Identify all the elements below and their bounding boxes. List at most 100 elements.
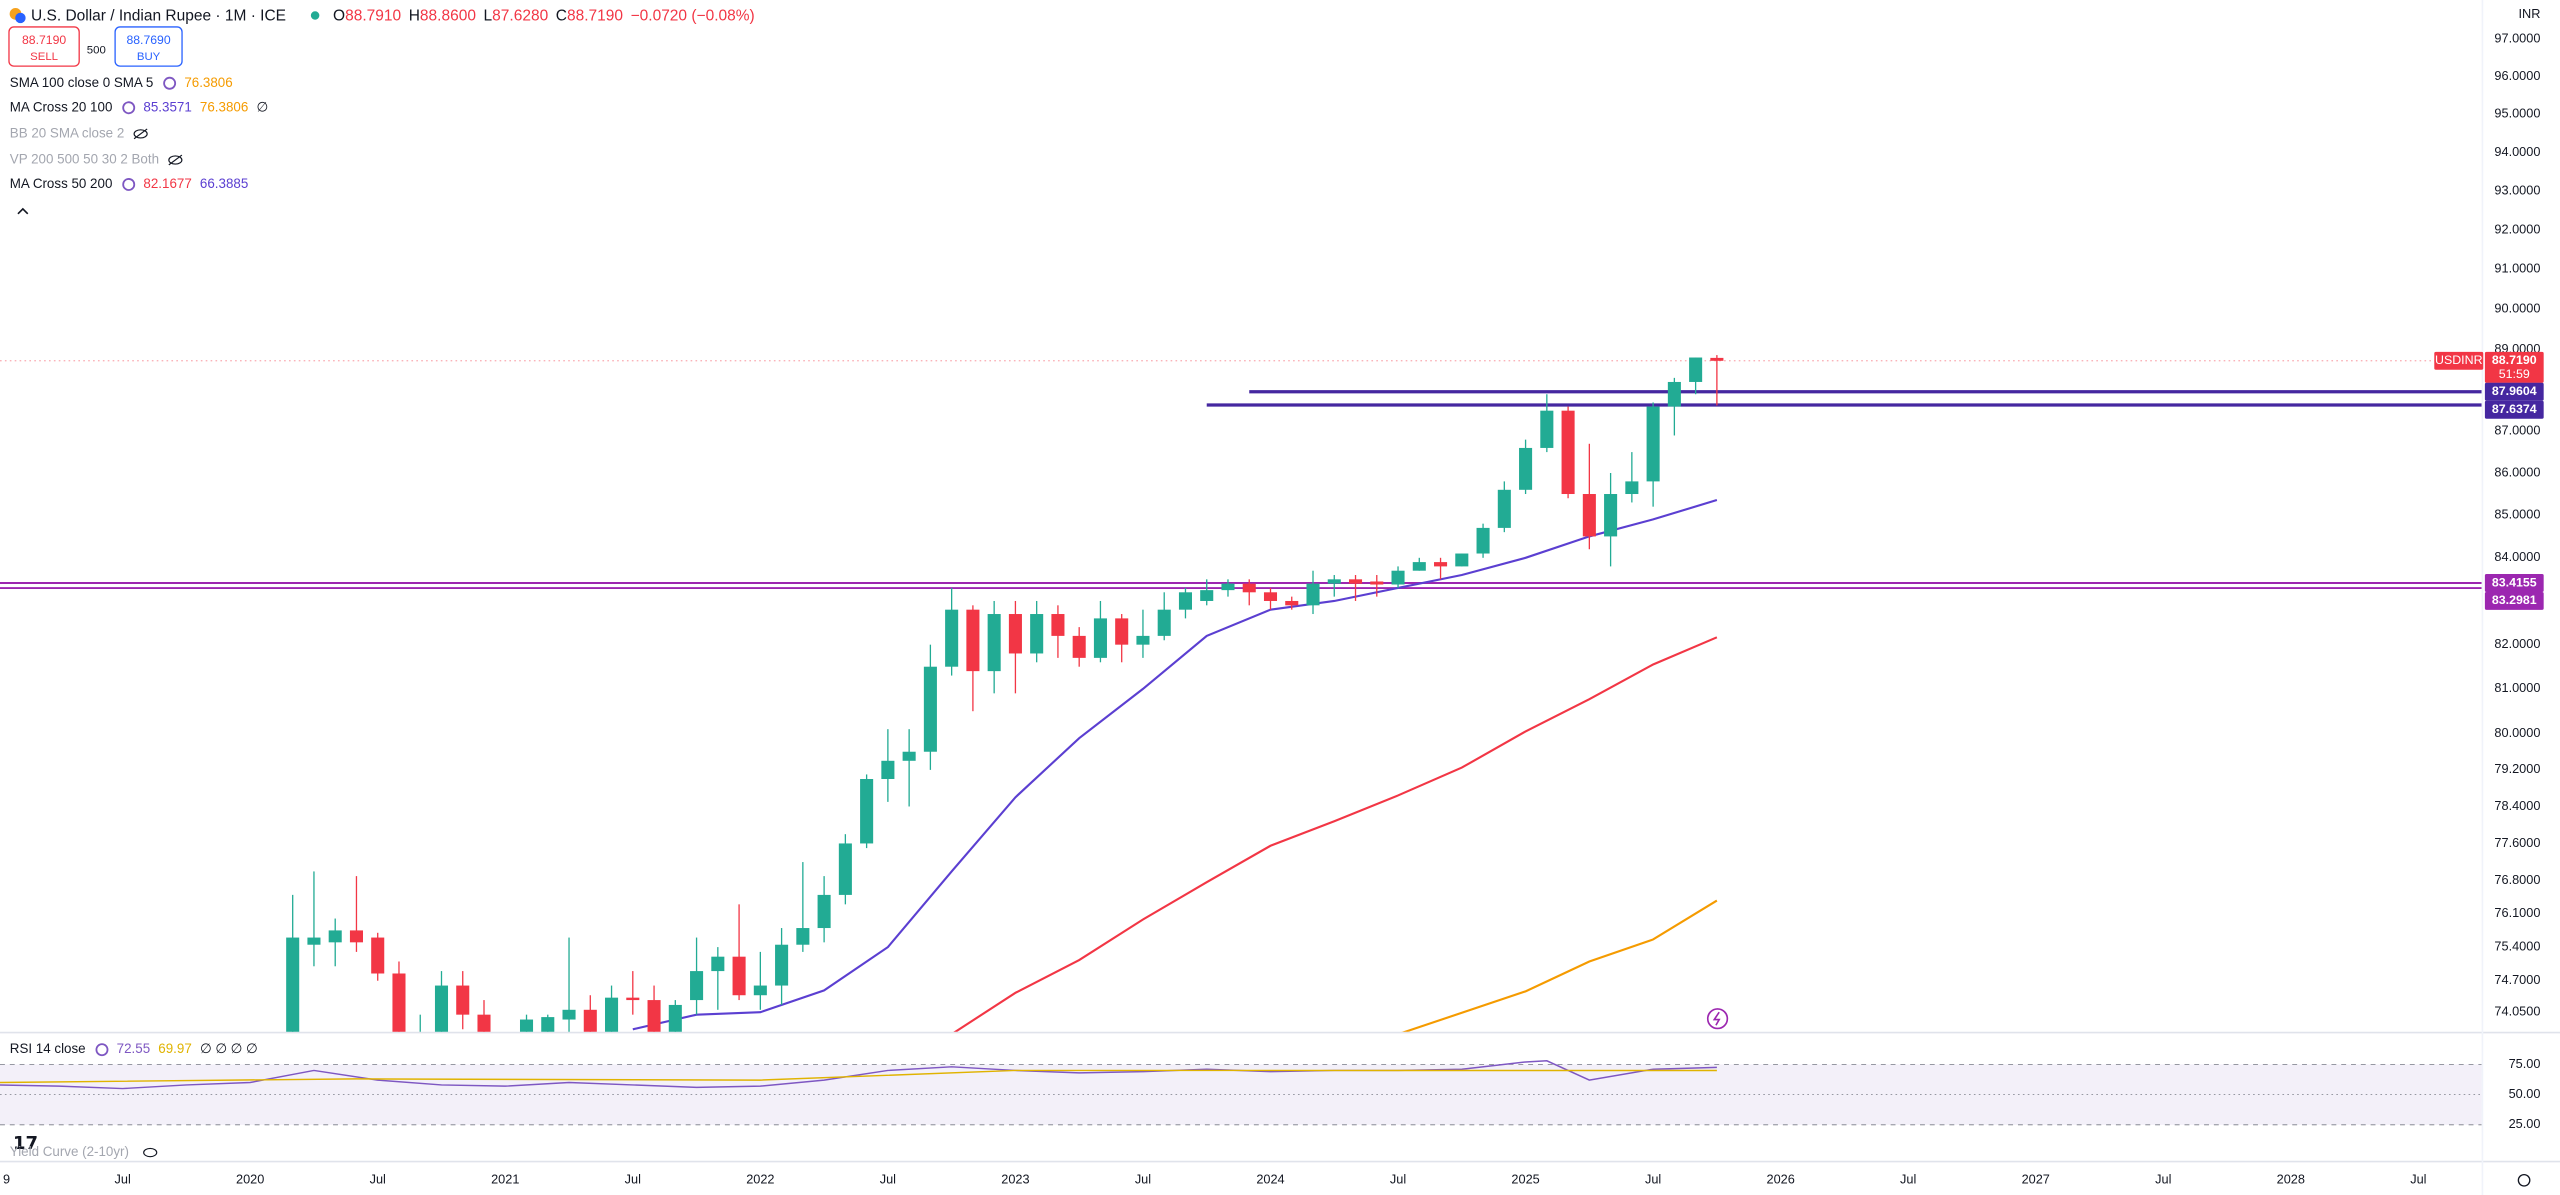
collapse-icon[interactable] xyxy=(17,207,29,215)
candle-body xyxy=(1519,447,1533,490)
candle-body xyxy=(1561,410,1575,495)
sell-price: 88.7190 xyxy=(22,33,66,47)
y-tick-label: 97.0000 xyxy=(2494,31,2540,46)
level-tag-label: 87.9604 xyxy=(2492,384,2537,398)
symbol-title[interactable]: U.S. Dollar / Indian Rupee · 1M · ICE xyxy=(31,7,286,24)
hidden-eye-icon[interactable] xyxy=(168,155,183,165)
candle-body xyxy=(1434,562,1448,567)
y-tick-label: 85.0000 xyxy=(2494,507,2540,522)
currency: INR xyxy=(2519,6,2541,21)
y-tick-label: 79.2000 xyxy=(2494,761,2540,776)
buy-price: 88.7690 xyxy=(126,33,170,47)
indicator-icon[interactable] xyxy=(163,76,177,90)
candle-body xyxy=(1604,494,1618,537)
candle-body xyxy=(1008,614,1022,654)
candle-body xyxy=(1625,481,1639,495)
y-tick-label: 76.8000 xyxy=(2494,872,2540,887)
sell-button[interactable] xyxy=(8,26,80,67)
candle-body xyxy=(647,1000,661,1032)
rsi-pane xyxy=(0,1060,2482,1126)
hidden-eye-icon[interactable] xyxy=(143,1147,158,1158)
x-tick-label: 2020 xyxy=(236,1172,264,1187)
x-tick-label: 2028 xyxy=(2277,1172,2305,1187)
indicator-name[interactable]: MA Cross 50 200 xyxy=(10,176,113,191)
indicator-icon[interactable] xyxy=(95,1043,109,1057)
level-tag xyxy=(2484,591,2544,610)
x-tick-label: 2022 xyxy=(746,1172,774,1187)
level-tag-label: 87.6374 xyxy=(2492,402,2537,416)
candle-body xyxy=(966,609,980,672)
y-tick-label: 95.0000 xyxy=(2494,106,2540,121)
candle-body xyxy=(1710,357,1724,361)
candle-body xyxy=(286,937,300,1032)
candle-body xyxy=(668,1004,682,1032)
candle-body xyxy=(1582,494,1596,537)
indicator-value: 82.1677 xyxy=(143,176,191,191)
candle-body xyxy=(456,985,470,1015)
candle-body xyxy=(371,937,385,974)
indicator-value: 76.3806 xyxy=(184,75,232,90)
level-tag xyxy=(2484,573,2544,592)
candle-body xyxy=(1030,614,1044,654)
pane-title: Yield Curve (2-10yr) xyxy=(10,1144,129,1159)
y-tick-label: 84.0000 xyxy=(2494,549,2540,564)
y-tick-label: 94.0000 xyxy=(2494,144,2540,159)
candle-body xyxy=(753,985,767,996)
level-tag xyxy=(2484,382,2544,401)
rsi-tick-label: 75.00 xyxy=(2509,1056,2541,1071)
y-tick-label: 80.0000 xyxy=(2494,725,2540,740)
hidden-eye-icon[interactable] xyxy=(133,129,148,139)
indicator-icon[interactable] xyxy=(122,178,136,191)
indicator-name[interactable]: VP 200 500 50 30 2 Both xyxy=(10,152,159,167)
indicator-value: 66.3885 xyxy=(200,176,248,191)
indicator-name[interactable]: BB 20 SMA close 2 xyxy=(10,125,125,140)
x-tick-label: 2021 xyxy=(491,1172,519,1187)
y-tick-label: 96.0000 xyxy=(2494,68,2540,83)
market-status xyxy=(310,11,320,20)
candle-body xyxy=(1242,583,1256,593)
x-tick-label: 2025 xyxy=(1511,1172,1539,1187)
candle-body xyxy=(1072,635,1086,658)
x-tick-label: Jul xyxy=(1900,1172,1916,1187)
ohlc-key: O xyxy=(333,7,345,24)
candle-body xyxy=(1093,618,1107,658)
indicator-icon[interactable] xyxy=(122,101,136,115)
candle-body xyxy=(1497,489,1511,528)
indicator-name[interactable]: MA Cross 20 100 xyxy=(10,99,113,114)
candle-body xyxy=(1136,635,1150,645)
buy-button[interactable] xyxy=(114,26,183,67)
candle-body xyxy=(1646,406,1660,482)
candle-body xyxy=(1115,618,1129,645)
x-tick-label: Jul xyxy=(1390,1172,1406,1187)
candle-body xyxy=(626,997,640,1001)
level-tag-label: 83.2981 xyxy=(2492,593,2537,607)
candle-body xyxy=(732,956,746,996)
ohlc-value: 87.6280 xyxy=(492,7,548,24)
symbol-tag xyxy=(2434,351,2484,370)
rsi-line xyxy=(0,1069,1717,1084)
rsi-tick-label: 50.00 xyxy=(2509,1086,2541,1101)
candle-body xyxy=(902,751,916,761)
y-tick-label: 86.0000 xyxy=(2494,464,2540,479)
settings-icon[interactable] xyxy=(2517,1173,2531,1187)
quantity[interactable]: 500 xyxy=(87,45,106,57)
indicator-flags: ∅ xyxy=(256,99,268,114)
candle-body xyxy=(1476,527,1490,554)
level-tag-label: 83.4155 xyxy=(2492,575,2537,589)
candle-body xyxy=(307,937,321,945)
candle-body xyxy=(541,1017,555,1032)
indicator-name[interactable]: SMA 100 close 0 SMA 5 xyxy=(10,75,154,90)
rsi-value: 72.55 xyxy=(117,1041,150,1056)
candle-body xyxy=(1051,614,1065,636)
hidden-eye-slash xyxy=(168,154,183,166)
y-tick-label: 90.0000 xyxy=(2494,300,2540,315)
candle-body xyxy=(1327,579,1341,584)
candle-body xyxy=(605,997,619,1032)
candle-body xyxy=(923,666,937,752)
y-tick-label: 78.4000 xyxy=(2494,798,2540,813)
x-tick-label: 9 xyxy=(3,1172,10,1187)
x-tick-label: Jul xyxy=(115,1172,131,1187)
x-tick-label: 2027 xyxy=(2022,1172,2050,1187)
symbol-tag-label: USDINR xyxy=(2435,353,2483,367)
